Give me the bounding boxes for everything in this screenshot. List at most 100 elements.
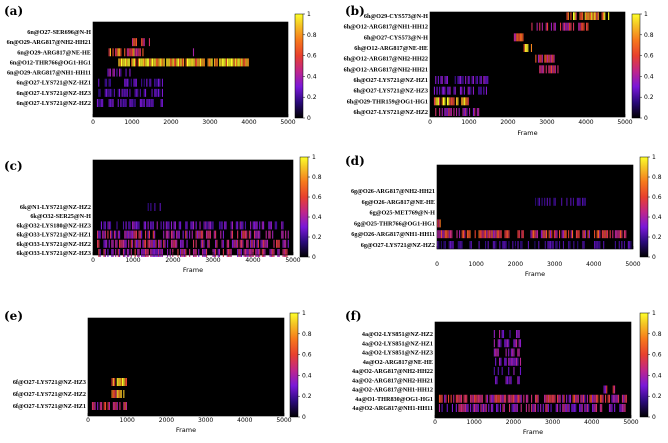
occupancy-mark [132,230,134,239]
occupancy-mark [104,230,106,239]
occupancy-mark [129,221,131,230]
occupancy-mark [579,22,581,31]
occupancy-mark [250,221,252,230]
occupancy-mark [604,230,606,239]
occupancy-mark [584,404,586,412]
occupancy-mark [122,221,125,230]
occupancy-mark [261,239,263,248]
occupancy-mark [587,22,589,31]
occupancy-mark [544,230,546,239]
occupancy-mark [516,404,518,412]
occupancy-mark [498,394,500,403]
occupancy-mark [119,239,121,248]
occupancy-mark [109,221,112,230]
occupancy-mark [449,230,452,239]
occupancy-mark [553,54,555,63]
occupancy-mark [129,99,131,107]
occupancy-mark [220,221,222,230]
occupancy-mark [473,394,476,403]
occupancy-mark [173,58,176,67]
occupancy-mark [609,230,611,239]
occupancy-mark [467,76,469,84]
occupancy-mark [133,48,135,57]
x-tick-label: 3000 [539,119,554,126]
occupancy-mark [125,99,127,107]
occupancy-mark [154,58,156,67]
occupancy-mark [444,108,446,116]
occupancy-mark [563,22,565,31]
occupancy-mark [150,221,152,230]
occupancy-mark [116,239,118,248]
occupancy-mark [141,99,143,107]
occupancy-mark [446,230,448,239]
occupancy-mark [473,404,476,412]
occupancy-mark [160,99,162,107]
occupancy-mark [119,48,121,57]
occupancy-band [91,402,127,410]
occupancy-mark [256,230,258,239]
colorbar-tick-label: 0.8 [652,331,662,338]
colorbar-tick-label: 0 [652,254,656,261]
occupancy-mark [570,197,572,206]
occupancy-mark [595,241,597,249]
occupancy-mark [508,241,510,249]
occupancy-mark [141,58,143,67]
occupancy-mark [119,58,121,67]
occupancy-mark [147,230,149,239]
occupancy-mark [496,376,498,385]
occupancy-band [523,44,533,52]
x-tick-label: 1000 [125,257,140,264]
occupancy-mark [546,404,548,412]
occupancy-mark [453,97,455,106]
occupancy-mark [531,230,533,239]
occupancy-mark [533,230,535,239]
occupancy-band [493,330,520,338]
occupancy-mark [119,249,121,257]
occupancy-mark [120,58,123,67]
occupancy-mark [151,239,153,248]
occupancy-mark [116,221,118,230]
occupancy-mark [122,99,124,107]
occupancy-mark [441,404,443,412]
occupancy-mark [445,76,447,84]
occupancy-mark [614,385,616,394]
occupancy-mark [167,249,169,257]
occupancy-mark [493,394,495,403]
occupancy-mark [445,108,447,116]
occupancy-mark [508,404,511,412]
occupancy-mark [112,99,114,107]
occupancy-mark [135,38,137,47]
occupancy-mark [483,230,485,239]
occupancy-mark [437,76,439,84]
occupancy-mark [557,65,559,74]
occupancy-mark [145,221,147,230]
occupancy-mark [160,239,162,248]
occupancy-mark [496,348,498,357]
occupancy-mark [538,241,540,249]
occupancy-mark [603,230,605,239]
occupancy-mark [180,239,182,248]
occupancy-mark [437,230,439,239]
occupancy-mark [616,394,618,403]
panel-label: (c) [4,159,23,173]
occupancy-mark [627,241,629,249]
occupancy-mark [512,404,514,412]
occupancy-mark [189,230,191,239]
occupancy-mark [167,58,169,67]
occupancy-mark [490,394,492,403]
occupancy-mark [615,394,617,403]
occupancy-band [433,86,487,95]
occupancy-mark [148,99,150,107]
occupancy-mark [250,230,252,239]
x-tick-label: 0 [86,417,90,424]
occupancy-mark [601,404,603,412]
occupancy-mark [515,394,517,403]
occupancy-mark [133,58,135,67]
occupancy-mark [484,404,486,412]
occupancy-mark [436,97,438,106]
occupancy-mark [517,348,519,357]
occupancy-mark [478,241,480,249]
occupancy-mark [472,108,474,116]
x-tick-label: 5000 [285,257,300,264]
occupancy-mark [556,230,558,239]
